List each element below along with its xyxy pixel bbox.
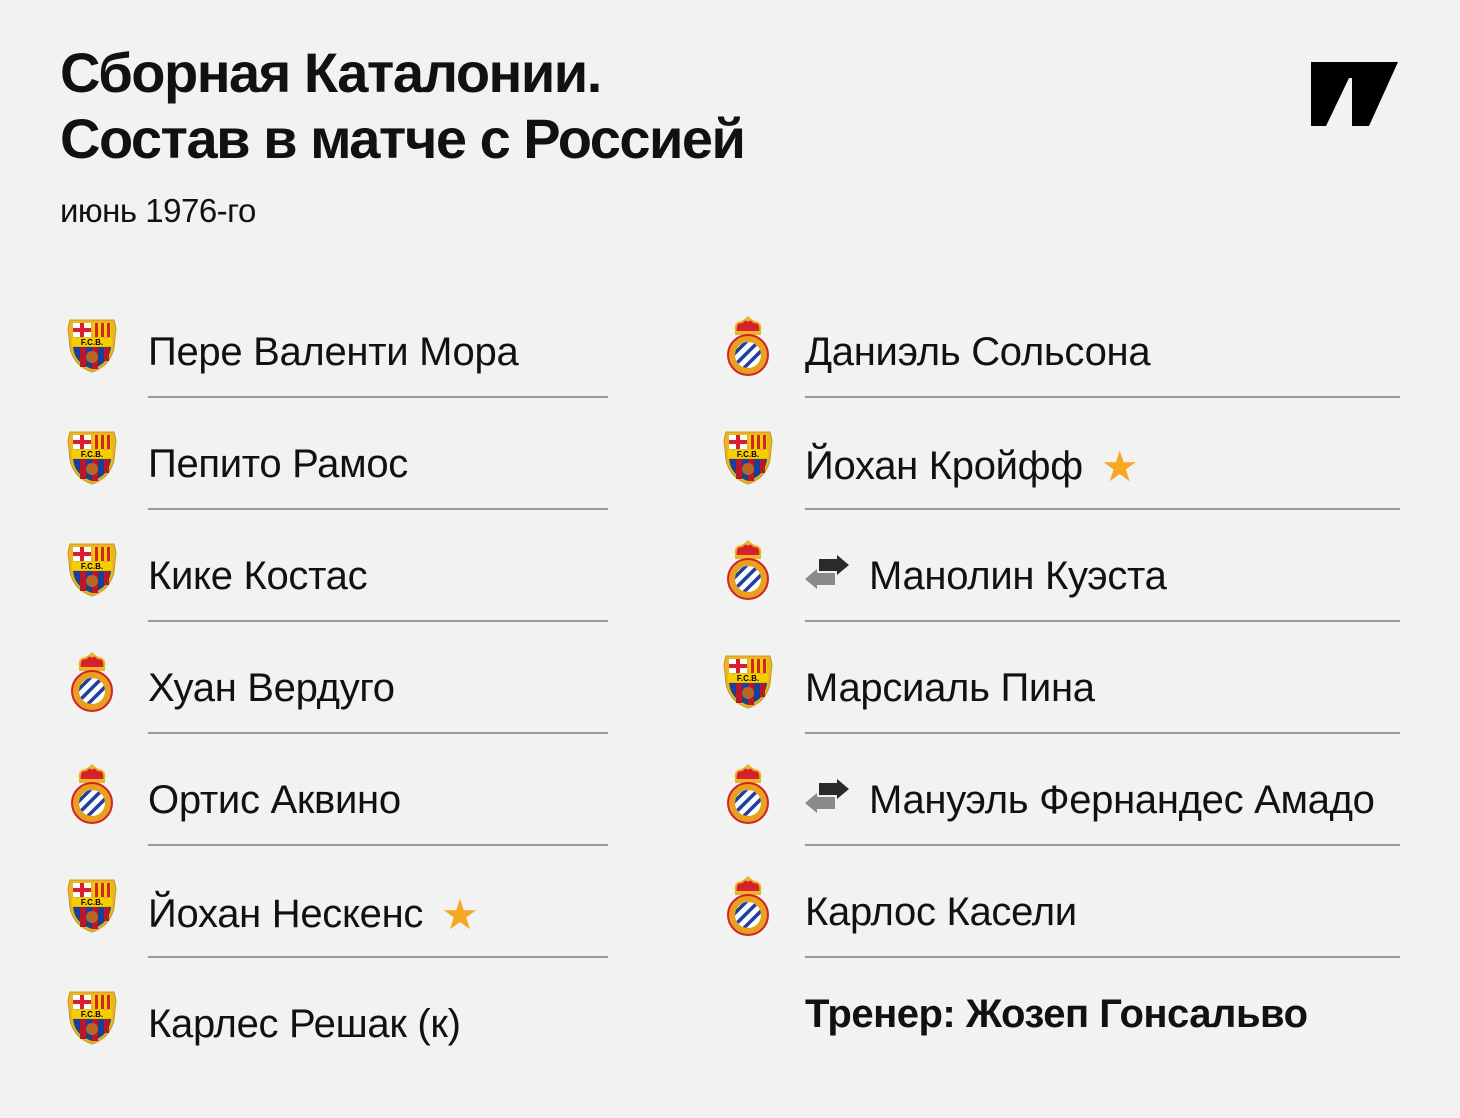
svg-text:F.C.B.: F.C.B. — [737, 450, 759, 459]
divider — [805, 732, 1400, 734]
divider — [148, 732, 608, 734]
espanyol-crest-icon — [64, 650, 120, 712]
fc-barcelona-crest-icon: F.C.B. — [720, 650, 776, 710]
divider — [148, 508, 608, 510]
svg-text:F.C.B.: F.C.B. — [81, 898, 103, 907]
espanyol-crest-icon — [720, 538, 776, 600]
divider — [805, 956, 1400, 958]
player-name: Карлес Решак (к) — [148, 1002, 461, 1046]
divider — [805, 620, 1400, 622]
divider — [148, 844, 608, 846]
player-name: Пепито Рамос — [148, 442, 408, 486]
player-name: Йохан Нескенс — [148, 892, 424, 936]
player-name: Карлос Касели — [805, 890, 1077, 934]
substitution-icon — [805, 554, 849, 599]
title-line-2: Состав в матче с Россией — [60, 107, 746, 170]
player-row: Мануэль Фернандес Амадо — [0, 760, 1460, 872]
espanyol-crest-icon — [720, 762, 776, 824]
espanyol-crest-icon — [64, 762, 120, 824]
player-row: Даниэль Сольсона — [0, 312, 1460, 424]
player-entry: Карлос Касели — [805, 890, 1077, 935]
player-entry: Йохан Нескенс ★ — [148, 890, 479, 939]
player-name: Кике Костас — [148, 554, 368, 598]
player-entry: Даниэль Сольсона — [805, 330, 1151, 375]
espanyol-crest-icon — [720, 314, 776, 376]
player-row: F.C.B. Йохан Нескенс ★ — [0, 872, 1460, 984]
divider — [805, 396, 1400, 398]
substitution-icon — [805, 778, 849, 823]
divider — [148, 396, 608, 398]
player-entry: Кике Костас — [148, 554, 368, 599]
fc-barcelona-crest-icon: F.C.B. — [64, 538, 120, 598]
svg-text:F.C.B.: F.C.B. — [81, 338, 103, 347]
player-entry: Ортис Аквино — [148, 778, 401, 823]
player-row: F.C.B. Марсиаль Пина — [0, 648, 1460, 760]
player-name: Мануэль Фернандес Амадо — [869, 778, 1375, 822]
star-icon: ★ — [441, 891, 479, 938]
player-entry: Пепито Рамос — [148, 442, 408, 487]
title-line-1: Сборная Каталонии. — [60, 41, 602, 104]
player-entry: Манолин Куэста — [805, 554, 1167, 599]
player-row: Карлос Касели — [0, 872, 1460, 984]
player-row: Хуан Вердуго — [0, 648, 1460, 760]
player-row: Ортис Аквино — [0, 760, 1460, 872]
player-row: F.C.B. Пере Валенти Мора — [0, 312, 1460, 424]
subtitle: июнь 1976-го — [60, 192, 256, 229]
player-name: Хуан Вердуго — [148, 666, 395, 710]
player-entry: Карлес Решак (к) — [148, 1002, 461, 1047]
player-row: F.C.B. Йохан Кройфф ★ — [0, 424, 1460, 536]
divider — [148, 956, 608, 958]
fc-barcelona-crest-icon: F.C.B. — [64, 426, 120, 486]
player-entry: Хуан Вердуго — [148, 666, 395, 711]
player-entry: Мануэль Фернандес Амадо — [805, 778, 1375, 823]
svg-text:F.C.B.: F.C.B. — [81, 1010, 103, 1019]
divider — [148, 620, 608, 622]
star-icon: ★ — [1100, 443, 1139, 490]
player-name: Ортис Аквино — [148, 778, 401, 822]
player-entry: Марсиаль Пина — [805, 666, 1095, 711]
player-name: Марсиаль Пина — [805, 666, 1095, 710]
player-name: Даниэль Сольсона — [805, 330, 1151, 374]
fc-barcelona-crest-icon: F.C.B. — [64, 314, 120, 374]
espanyol-crest-icon — [720, 874, 776, 936]
fc-barcelona-crest-icon: F.C.B. — [64, 874, 120, 934]
page-title: Сборная Каталонии. Состав в матче с Росс… — [60, 40, 746, 172]
player-name: Пере Валенти Мора — [148, 330, 519, 374]
divider — [805, 844, 1400, 846]
coach: Тренер: Жозеп Гонсальво — [805, 992, 1308, 1036]
svg-text:F.C.B.: F.C.B. — [81, 450, 103, 459]
fc-barcelona-crest-icon: F.C.B. — [64, 986, 120, 1046]
player-row: Манолин Куэста — [0, 536, 1460, 648]
player-row: F.C.B. Кике Костас — [0, 536, 1460, 648]
player-name: Манолин Куэста — [869, 554, 1167, 598]
player-row: F.C.B. Пепито Рамос — [0, 424, 1460, 536]
divider — [805, 508, 1400, 510]
player-entry: Йохан Кройфф ★ — [805, 442, 1139, 491]
player-row: F.C.B. Карлес Решак (к) — [0, 984, 1460, 1096]
meduza-logo — [1311, 62, 1398, 126]
fc-barcelona-crest-icon: F.C.B. — [720, 426, 776, 486]
svg-text:F.C.B.: F.C.B. — [737, 674, 759, 683]
player-entry: Пере Валенти Мора — [148, 330, 519, 375]
svg-text:F.C.B.: F.C.B. — [81, 562, 103, 571]
player-name: Йохан Кройфф — [805, 444, 1083, 488]
